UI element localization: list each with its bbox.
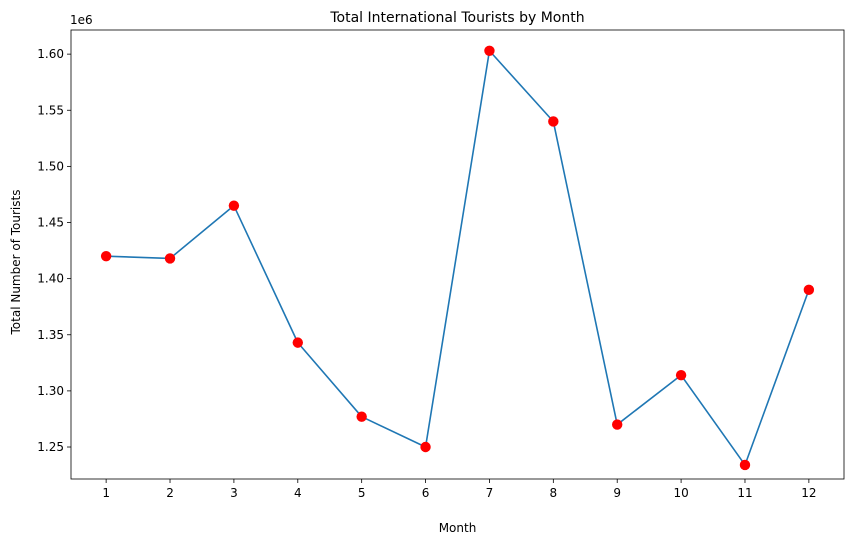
y-axis-label: Total Number of Tourists [9,190,23,336]
x-tick-label: 2 [166,486,174,500]
x-tick-label: 6 [422,486,430,500]
x-tick-label: 12 [801,486,816,500]
x-tick-label: 1 [102,486,110,500]
data-point [164,253,176,264]
x-tick-label: 4 [294,486,302,500]
data-point [675,369,687,381]
data-point [420,441,431,453]
y-tick-label: 1.50 [37,159,64,173]
series-line [106,49,810,466]
x-tick-label: 3 [230,486,238,500]
data-point [100,250,112,262]
x-tick-label: 10 [673,486,688,500]
data-point [356,411,367,422]
x-tick-label: 11 [737,486,752,500]
axes: 1 2 3 4 5 6 7 8 9 10 11 121.251.301.351.401.451.501… [37,29,845,500]
data-point [612,419,623,430]
data-point [228,200,240,211]
y-tick-label: 1.35 [37,328,64,342]
chart-title: Total International Tourists by Month [329,10,584,26]
plot-frame [70,29,845,480]
x-axis-label: Month [439,521,477,535]
y-tick-label: 1.30 [37,384,64,398]
data-point [484,45,495,56]
y-tick-label: 1.60 [37,47,64,61]
y-tick-label: 1.45 [37,216,64,230]
data-point [739,459,751,471]
y-multiplier-label: 1e6 [70,13,93,27]
y-tick-label: 1.40 [37,272,64,286]
y-tick-label: 1.55 [37,103,64,117]
x-tick-label: 5 [358,486,366,500]
x-tick-label: 9 [613,486,621,500]
x-tick-label: 7 [486,486,494,500]
data-point [548,116,559,127]
data-point [803,284,815,296]
x-tick-label: 8 [550,486,558,500]
series-layer [100,45,815,471]
data-point [292,337,303,348]
y-tick-label: 1.25 [37,440,64,454]
